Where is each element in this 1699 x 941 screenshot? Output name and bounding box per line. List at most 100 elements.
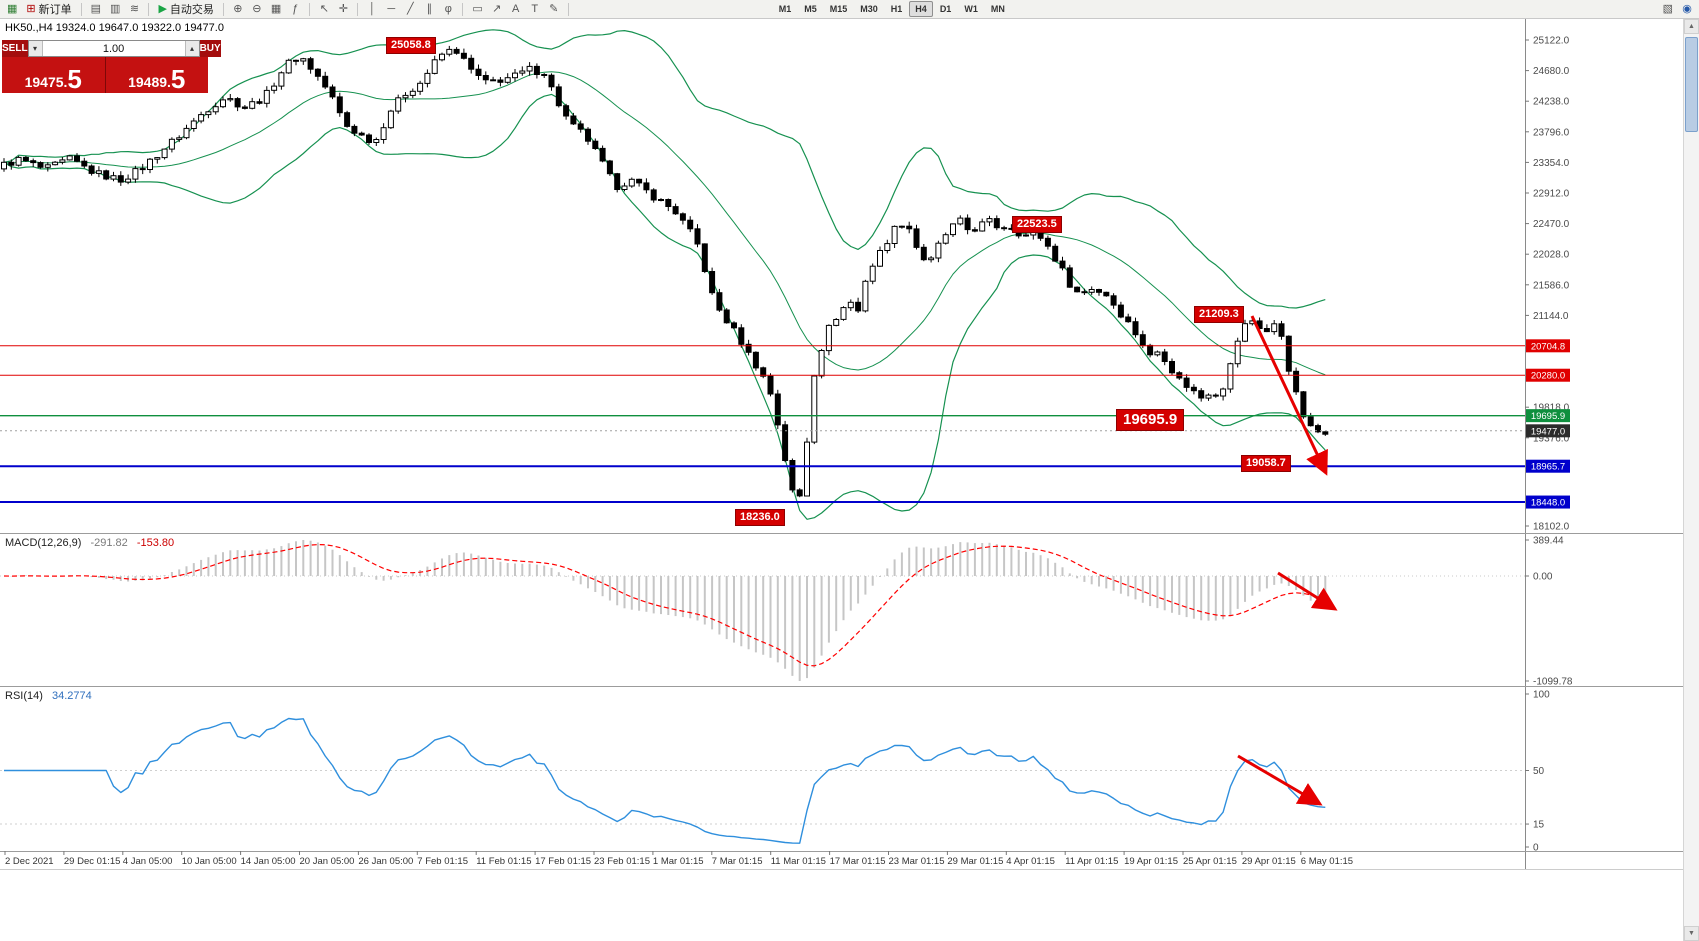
bar-chart-button[interactable]: ▤	[87, 1, 105, 17]
app-icon-icon: ▦	[7, 2, 18, 15]
time-axis-label: 23 Feb 01:15	[594, 856, 650, 867]
price-axis-badge	[1526, 459, 1570, 473]
price-badge-label: 18448.0	[1531, 498, 1565, 509]
buy-button[interactable]: BUY	[199, 40, 221, 57]
vertical-line-tool-icon: │	[368, 2, 376, 15]
indicators-icon: ƒ	[292, 2, 299, 15]
channel-tool-button[interactable]: ∥	[420, 1, 438, 17]
cursor-tool-icon: ↖	[319, 2, 329, 15]
vertical-line-tool-button[interactable]: │	[363, 1, 381, 17]
zoom-out-icon: ⊖	[252, 2, 262, 15]
sell-price[interactable]: 19475. 5	[2, 57, 106, 93]
toolbar-separator	[567, 2, 569, 16]
rsi-axis-tick: 50	[1533, 766, 1545, 777]
scroll-up-button[interactable]: ▲	[1684, 19, 1699, 34]
timeframe-m30-button[interactable]: M30	[860, 4, 878, 14]
bollinger-middle-band	[3, 71, 1326, 376]
bollinger-upper-band	[3, 29, 1326, 309]
indicators-button[interactable]: ƒ	[286, 1, 304, 17]
timeframe-h4-button[interactable]: H4	[909, 1, 933, 17]
tile-windows-button[interactable]: ▦	[267, 1, 285, 17]
price-axis[interactable]: 25122.0 24680.0 24238.0 23796.0 23354.0 22912…	[1525, 36, 1570, 533]
buy-price[interactable]: 19489. 5	[105, 57, 208, 95]
timeframe-m1-button[interactable]: M1	[778, 4, 792, 14]
time-axis-label: 20 Jan 05:00	[300, 856, 355, 867]
price-axis-tick: 22912.0	[1533, 189, 1570, 200]
price-axis-tick: 22028.0	[1533, 250, 1570, 261]
price-badge-label: 19695.9	[1531, 411, 1565, 422]
new-order-icon: ⊞	[26, 2, 36, 15]
volume-field[interactable]: ▾ ▴	[27, 40, 200, 57]
sell-button[interactable]: SELL	[2, 40, 28, 57]
timeframe-d1-button[interactable]: D1	[939, 4, 952, 14]
time-axis-label: 6 May 01:15	[1301, 856, 1353, 867]
trend-arrow[interactable]	[1250, 315, 1328, 476]
time-axis-label: 11 Mar 01:15	[771, 856, 826, 867]
rsi-line	[4, 717, 1326, 844]
price-axis-tick: 25122.0	[1533, 36, 1570, 47]
timeframe-m15-button[interactable]: M15	[829, 4, 848, 14]
price-axis-badge	[1526, 409, 1570, 423]
price-axis-tick: 23796.0	[1533, 127, 1570, 138]
price-badge-label: 20280.0	[1531, 371, 1565, 382]
timeframe-w1-button[interactable]: W1	[964, 4, 978, 14]
cursor-tool-button[interactable]: ↖	[315, 1, 333, 17]
rsi-axis-tick: 15	[1533, 820, 1545, 831]
label-tool-icon: T	[531, 2, 539, 15]
fibonacci-tool-button[interactable]: φ	[439, 1, 457, 17]
arrows-tool-icon: ↗	[492, 2, 502, 15]
sell-price-big-digit: 5	[67, 64, 82, 95]
line-chart-button[interactable]: ≋	[125, 1, 143, 17]
time-axis-label: 17 Mar 01:15	[830, 856, 886, 867]
arrows-tool-button[interactable]: ↗	[488, 1, 506, 17]
macd-axis-tick: 0.00	[1533, 572, 1553, 583]
price-axis-tick: 21144.0	[1533, 311, 1569, 322]
scrollbar-thumb[interactable]	[1685, 37, 1698, 132]
help-button[interactable]: ◉	[1678, 1, 1696, 17]
autotrade-button-label: 自动交易	[169, 4, 214, 16]
toolbar-separator	[309, 2, 311, 16]
zoom-in-button[interactable]: ⊕	[229, 1, 247, 17]
macd-name: MACD(12,26,9)	[5, 537, 82, 549]
crosshair-tool-button[interactable]: ✛	[334, 1, 352, 17]
trend-arrow[interactable]	[1237, 754, 1323, 806]
volume-increase-button[interactable]: ▴	[184, 41, 199, 56]
timeframe-mn-button[interactable]: MN	[990, 4, 1005, 14]
label-tool-button[interactable]: T	[526, 1, 544, 17]
tile-windows-icon: ▦	[270, 2, 282, 15]
candle-chart-button[interactable]: ▥	[106, 1, 124, 17]
text-tool-button[interactable]: A	[507, 1, 525, 17]
bar-chart-icon: ▤	[90, 2, 102, 15]
bollinger-lower-band	[3, 93, 1326, 520]
sell-price-main: 19475.	[24, 73, 68, 90]
autotrade-button[interactable]: ▶ 自动交易	[154, 1, 217, 17]
templates-button[interactable]: ▧	[1659, 1, 1677, 17]
line-chart-icon: ≋	[129, 2, 140, 15]
candles-layer	[1, 45, 1329, 498]
time-axis-label: 4 Apr 01:15	[1006, 856, 1055, 867]
volume-input[interactable]	[42, 41, 185, 56]
time-axis-label: 7 Mar 01:15	[712, 856, 763, 867]
horizontal-line-tool-button[interactable]: ─	[382, 1, 400, 17]
time-axis[interactable]: 2 Dec 2021 29 Dec 01:15 4 Jan 05:00 10 Jan …	[4, 851, 1353, 867]
volume-decrease-button[interactable]: ▾	[28, 41, 43, 56]
macd-axis-tick: 389.44	[1533, 536, 1564, 547]
trend-arrow[interactable]	[1277, 571, 1338, 611]
time-axis-label: 4 Jan 05:00	[123, 856, 173, 867]
buy-price-big-digit: 5	[170, 64, 186, 95]
scroll-down-button[interactable]: ▼	[1684, 926, 1699, 941]
timeframe-m5-button[interactable]: M5	[804, 4, 817, 14]
vertical-scrollbar[interactable]: ▲ ▼	[1683, 19, 1699, 941]
timeframe-h1-button[interactable]: H1	[890, 4, 903, 14]
trendline-tool-button[interactable]: ╱	[401, 1, 419, 17]
autotrade-icon: ▶	[158, 2, 167, 15]
new-order-button[interactable]: ⊞ 新订单	[22, 1, 75, 17]
time-axis-label: 29 Apr 01:15	[1242, 856, 1296, 867]
freehand-tool-button[interactable]: ✎	[545, 1, 563, 17]
zoom-out-button[interactable]: ⊖	[248, 1, 266, 17]
rsi-name: RSI(14)	[5, 690, 43, 702]
rsi-panel-layer: 100 50 15 0	[0, 690, 1550, 854]
shapes-tool-button[interactable]: ▭	[468, 1, 486, 17]
toolbar-separator	[222, 2, 224, 16]
